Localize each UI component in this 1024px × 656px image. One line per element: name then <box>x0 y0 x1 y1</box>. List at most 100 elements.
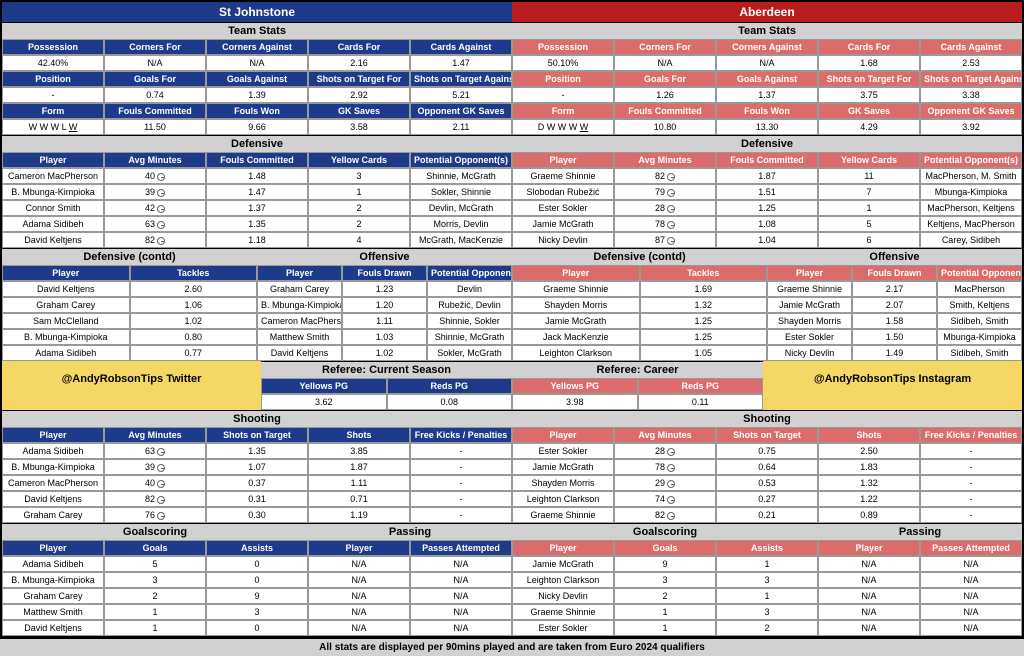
stat-header: Cards Against <box>920 39 1022 55</box>
stat-value: 1.35 <box>206 443 308 459</box>
stat-value: 0.71 <box>308 491 410 507</box>
stat-value: Carey, Sidibeh <box>920 232 1022 248</box>
stat-value: N/A <box>410 572 512 588</box>
stat-value: Sidibeh, Smith <box>937 345 1022 361</box>
stat-header: Potential Opponent(s) <box>427 265 512 281</box>
stat-value: - <box>410 475 512 491</box>
promo-instagram[interactable]: @AndyRobsonTips Instagram <box>763 361 1022 410</box>
stat-value: - <box>920 475 1022 491</box>
stat-value: 2.07 <box>852 297 937 313</box>
stat-value: 1.11 <box>308 475 410 491</box>
stat-value: 1.37 <box>716 87 818 103</box>
stat-value: 1.83 <box>818 459 920 475</box>
stat-value: 1.20 <box>342 297 427 313</box>
stat-value: 0 <box>206 556 308 572</box>
stat-value: 3 <box>716 604 818 620</box>
stat-value: N/A <box>818 572 920 588</box>
stat-value: Sidibeh, Smith <box>937 313 1022 329</box>
stat-value: 40 <box>104 475 206 491</box>
stat-value: 1.02 <box>130 313 258 329</box>
stat-value: MacPherson <box>937 281 1022 297</box>
stat-value: N/A <box>410 588 512 604</box>
stat-value: N/A <box>308 556 410 572</box>
stat-value: N/A <box>206 55 308 71</box>
stat-value: W W W L W <box>2 119 104 135</box>
stat-value: 1 <box>614 620 716 636</box>
stat-value: MacPherson, M. Smith <box>920 168 1022 184</box>
stat-header: Player <box>2 152 104 168</box>
stat-value: 1 <box>818 200 920 216</box>
stat-value: 1.48 <box>206 168 308 184</box>
stat-value: Mbunga-Kimpioka <box>937 329 1022 345</box>
stat-value: N/A <box>920 604 1022 620</box>
stat-value: N/A <box>920 620 1022 636</box>
stat-value: 3.75 <box>818 87 920 103</box>
team-stats-header: Team Stats <box>512 22 1022 39</box>
stat-value: 0.21 <box>716 507 818 523</box>
stat-value: 11.50 <box>104 119 206 135</box>
stat-value: 5 <box>818 216 920 232</box>
stat-value: 2 <box>308 200 410 216</box>
clock-icon <box>667 221 675 229</box>
clock-icon <box>157 189 165 197</box>
stat-value: Mbunga-Kimpioka <box>920 184 1022 200</box>
stat-header: Corners Against <box>716 39 818 55</box>
stat-value: 1.37 <box>206 200 308 216</box>
ref-career-header: Referee: Career <box>512 361 763 378</box>
ref-yellows-v: 3.62 <box>261 394 387 410</box>
stat-value: Graeme Shinnie <box>767 281 852 297</box>
stat-value: 0.77 <box>130 345 258 361</box>
stat-value: 7 <box>818 184 920 200</box>
stat-value: N/A <box>410 604 512 620</box>
stat-header: Avg Minutes <box>104 152 206 168</box>
stat-value: - <box>920 459 1022 475</box>
stat-value: 3 <box>716 572 818 588</box>
stat-value: 1.49 <box>852 345 937 361</box>
right-team-column: Aberdeen Team Stats PossessionCorners Fo… <box>512 2 1022 636</box>
stat-value: - <box>410 459 512 475</box>
stat-value: Cameron MacPherson <box>2 168 104 184</box>
stat-value: N/A <box>818 604 920 620</box>
stat-value: Leighton Clarkson <box>512 345 640 361</box>
stat-value: Matthew Smith <box>2 604 104 620</box>
ref-yellows-h: Yellows PG <box>261 378 387 394</box>
stat-value: Shayden Morris <box>512 475 614 491</box>
stat-header: Player <box>512 540 614 556</box>
stat-header: Player <box>2 540 104 556</box>
stat-value: 1.11 <box>342 313 427 329</box>
stat-value: Sokler, Shinnie <box>410 184 512 200</box>
clock-icon <box>667 496 675 504</box>
stat-value: 1.87 <box>308 459 410 475</box>
stat-value: 63 <box>104 216 206 232</box>
stat-value: David Keltjens <box>2 491 104 507</box>
stat-value: Devlin <box>427 281 512 297</box>
stat-header: Shots on Target <box>206 427 308 443</box>
stat-value: Graham Carey <box>2 507 104 523</box>
stat-header: Opponent GK Saves <box>920 103 1022 119</box>
promo-twitter[interactable]: @AndyRobsonTips Twitter <box>2 361 261 410</box>
stat-header: Position <box>512 71 614 87</box>
stat-value: 74 <box>614 491 716 507</box>
ref-yellows-h: Yellows PG <box>512 378 638 394</box>
stat-header: Corners Against <box>206 39 308 55</box>
stat-value: N/A <box>308 620 410 636</box>
clock-icon <box>157 464 165 472</box>
stat-value: N/A <box>818 588 920 604</box>
stat-header: Yellow Cards <box>308 152 410 168</box>
clock-icon <box>667 237 675 245</box>
offensive-header: Offensive <box>767 248 1022 265</box>
stat-value: Graeme Shinnie <box>512 507 614 523</box>
stat-header: Form <box>2 103 104 119</box>
clock-icon <box>667 464 675 472</box>
stat-value: 1.68 <box>818 55 920 71</box>
stat-value: 1.51 <box>716 184 818 200</box>
stat-value: Connor Smith <box>2 200 104 216</box>
stat-header: Corners For <box>104 39 206 55</box>
stat-value: - <box>2 87 104 103</box>
stat-value: 42 <box>104 200 206 216</box>
stat-value: Sam McClelland <box>2 313 130 329</box>
stat-value: 2 <box>614 588 716 604</box>
stat-value: Jamie McGrath <box>512 556 614 572</box>
stat-header: Goals <box>614 540 716 556</box>
stat-header: Corners For <box>614 39 716 55</box>
